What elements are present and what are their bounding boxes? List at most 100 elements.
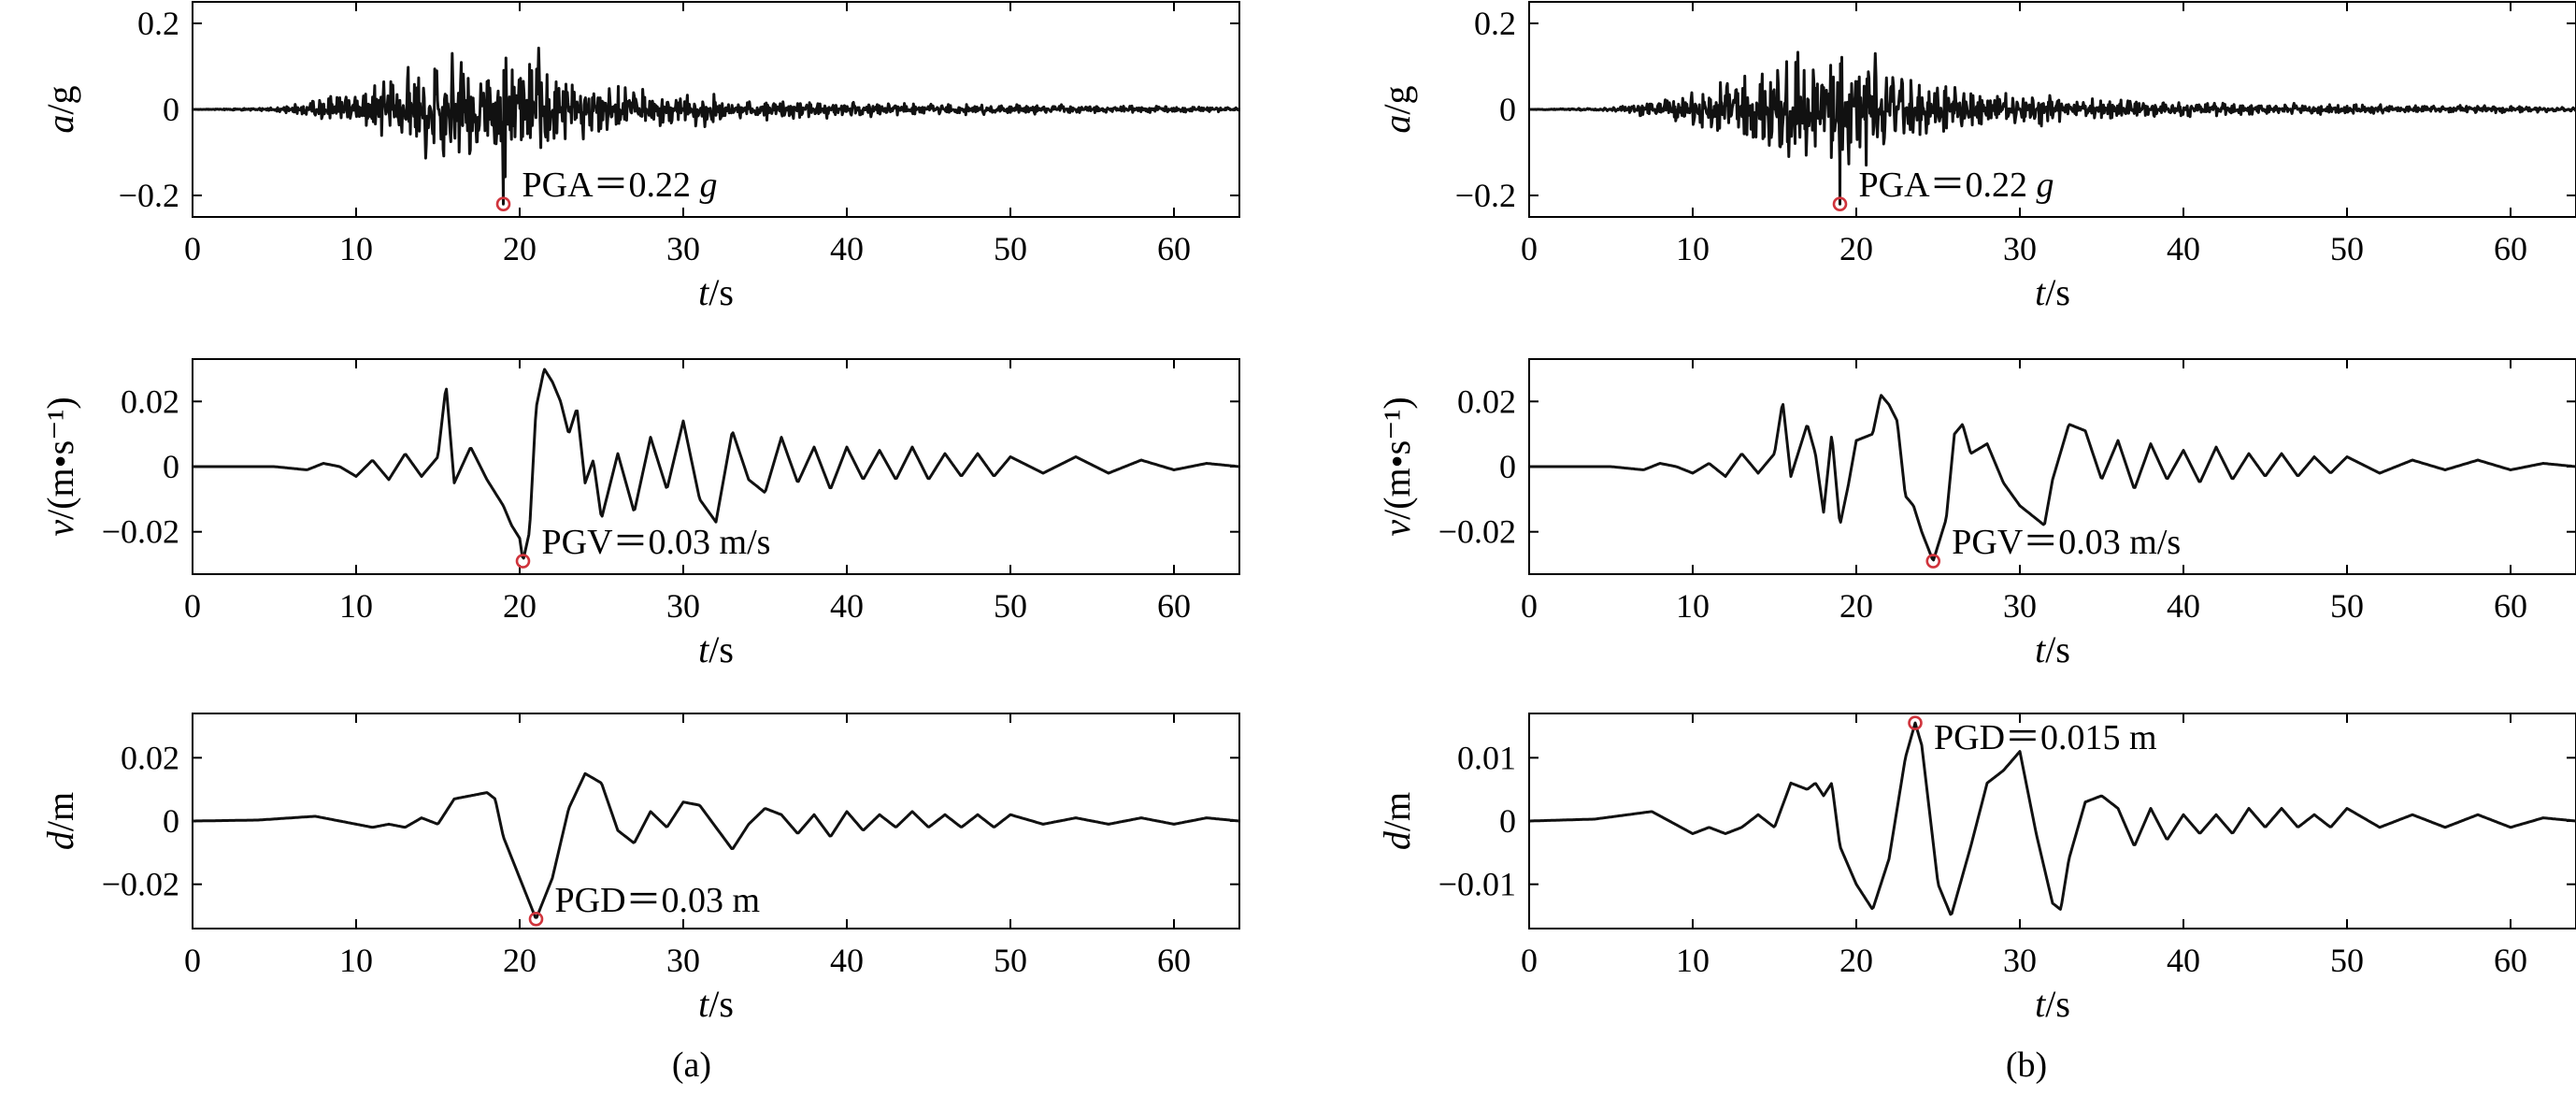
x-tick-label: 0: [1521, 942, 1538, 979]
y-tick-label: 0.02: [1457, 382, 1516, 420]
x-tick-label: 40: [2167, 942, 2200, 979]
x-axis-label: t/s: [2035, 628, 2070, 670]
y-tick-label: 0: [1499, 448, 1516, 485]
caption-a: (a): [672, 1045, 711, 1085]
series-line: [192, 367, 1240, 560]
series-line: [192, 46, 1240, 206]
x-tick-label: 30: [666, 942, 700, 979]
x-tick-label: 40: [2167, 587, 2200, 625]
y-axis-label: d/m: [39, 792, 81, 850]
peak-annotation: PGA＝0.22 g: [522, 166, 718, 205]
y-tick-label: 0: [1499, 91, 1516, 128]
x-tick-label: 30: [666, 587, 700, 625]
x-tick-label: 20: [503, 942, 537, 979]
y-tick-label: −0.2: [1455, 177, 1516, 214]
chart-panel-a-2: 0 10 20 30 40 50 600.020−0.02t/sv/(m•s⁻¹)PGV＝0…: [39, 358, 1240, 670]
x-tick-label: 40: [2167, 230, 2200, 267]
x-tick-label: 10: [339, 230, 373, 267]
y-axis-label: d/m: [1376, 792, 1418, 850]
y-tick-label: −0.02: [1438, 513, 1516, 551]
x-tick-label: 0: [1521, 587, 1538, 625]
y-axis-label: v/(m•s⁻¹): [1376, 396, 1418, 536]
x-tick-label: 20: [1839, 942, 1873, 979]
x-axis-label: t/s: [698, 628, 734, 670]
x-tick-label: 50: [994, 942, 1027, 979]
series-line: [192, 771, 1240, 919]
x-tick-label: 20: [1839, 230, 1873, 267]
peak-annotation: PGA＝0.22 g: [1859, 166, 2054, 205]
x-tick-label: 60: [2494, 230, 2527, 267]
x-axis-label: t/s: [2035, 271, 2070, 313]
x-tick-label: 40: [830, 942, 864, 979]
x-tick-label: 50: [994, 230, 1027, 267]
x-tick-label: 60: [2494, 587, 2527, 625]
x-tick-label: 30: [2003, 230, 2037, 267]
y-tick-label: 0: [163, 802, 179, 840]
y-tick-label: 0.02: [121, 739, 179, 776]
x-tick-label: 0: [1521, 230, 1538, 267]
peak-annotation: PGD＝0.015 m: [1934, 718, 2157, 757]
x-tick-label: 10: [1676, 942, 1710, 979]
peak-marker: [528, 912, 544, 927]
chart-panel-b-2: 0 10 20 30 40 50 600.020−0.02t/sv/(m•s⁻¹)PGV＝0…: [1376, 358, 2576, 670]
x-tick-label: 10: [339, 587, 373, 625]
peak-marker: [515, 554, 531, 569]
x-tick-label: 20: [503, 230, 537, 267]
x-tick-label: 30: [2003, 942, 2037, 979]
y-tick-label: 0.2: [137, 5, 179, 42]
x-tick-label: 50: [2330, 587, 2364, 625]
series-line: [1528, 721, 2576, 916]
x-tick-label: 40: [830, 587, 864, 625]
x-tick-label: 0: [184, 230, 201, 267]
chart-panel-b-3: 0 10 20 30 40 50 60 0.01 0 −0.01 t/s d/m PGD＝0.015 m: [1376, 713, 2576, 1025]
x-tick-label: 50: [994, 587, 1027, 625]
peak-marker: [1908, 715, 1923, 730]
y-axis-label: a/g: [1376, 85, 1418, 133]
y-tick-label: 0.01: [1457, 739, 1516, 776]
peak-marker: [1832, 196, 1848, 211]
y-axis-label: v/(m•s⁻¹): [39, 396, 81, 536]
x-axis-label: t/s: [2035, 983, 2070, 1025]
x-tick-label: 60: [2494, 942, 2527, 979]
peak-annotation: PGD＝0.03 m: [555, 881, 761, 920]
y-tick-label: 0.02: [121, 382, 179, 420]
y-tick-label: 0: [163, 448, 179, 485]
series-line: [1528, 50, 2576, 206]
y-tick-label: 0: [163, 91, 179, 128]
x-tick-label: 10: [339, 942, 373, 979]
x-tick-label: 10: [1676, 587, 1710, 625]
x-tick-label: 50: [2330, 942, 2364, 979]
x-tick-label: 0: [184, 942, 201, 979]
x-tick-label: 10: [1676, 230, 1710, 267]
peak-annotation: PGV＝0.03 m/s: [542, 523, 771, 562]
x-tick-label: 30: [2003, 587, 2037, 625]
y-tick-label: −0.02: [102, 866, 179, 903]
x-axis-label: t/s: [698, 271, 734, 313]
x-axis-label: t/s: [698, 983, 734, 1025]
peak-marker: [1925, 554, 1941, 569]
x-tick-label: 20: [503, 587, 537, 625]
peak-annotation: PGV＝0.03 m/s: [1952, 523, 2181, 562]
x-tick-label: 30: [666, 230, 700, 267]
x-tick-label: 60: [1157, 942, 1191, 979]
x-tick-label: 60: [1157, 230, 1191, 267]
x-tick-label: 0: [184, 587, 201, 625]
x-tick-label: 60: [1157, 587, 1191, 625]
y-tick-label: −0.01: [1438, 866, 1516, 903]
x-tick-label: 50: [2330, 230, 2364, 267]
y-tick-label: −0.02: [102, 513, 179, 551]
y-tick-label: 0: [1499, 802, 1516, 840]
peak-marker: [495, 196, 511, 211]
y-tick-label: −0.2: [119, 177, 179, 214]
series-line: [1528, 394, 2576, 562]
x-tick-label: 40: [830, 230, 864, 267]
caption-b: (b): [2006, 1045, 2047, 1085]
y-axis-label: a/g: [39, 85, 81, 133]
y-tick-label: 0.2: [1474, 5, 1516, 42]
x-tick-label: 20: [1839, 587, 1873, 625]
chart-panel-a-3: 0 10 20 30 40 50 60 0.02 0 −0.02 t/s d/m PGD＝0.03 m: [39, 713, 1240, 1025]
